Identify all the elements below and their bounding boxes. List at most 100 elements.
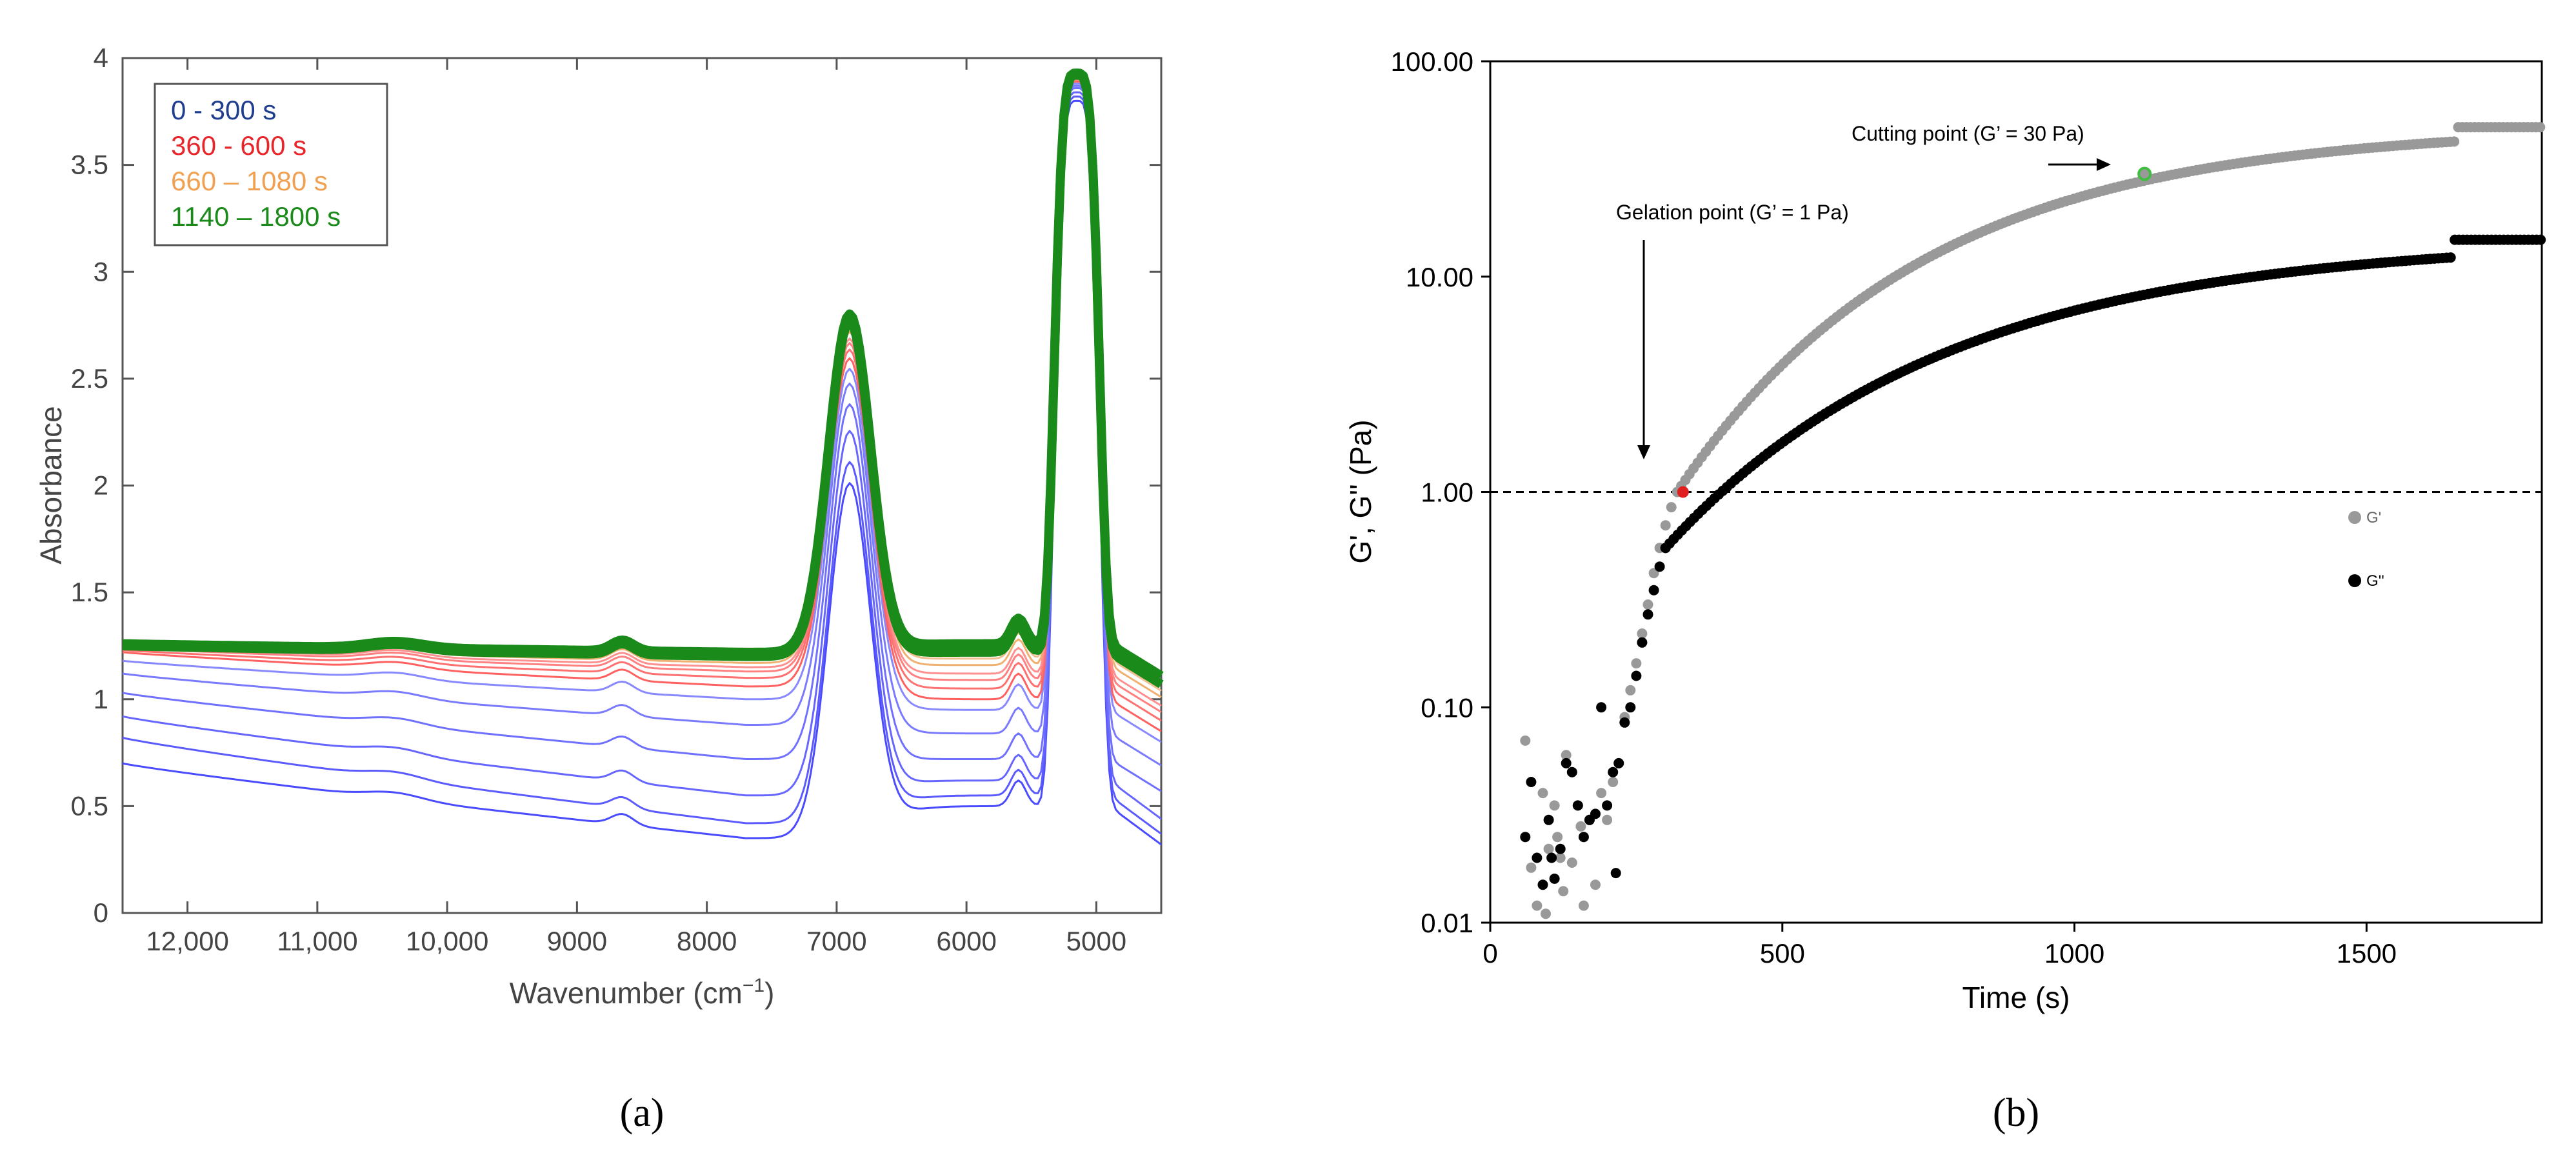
data-point-g-prime: [1558, 886, 1569, 897]
legend-label-g-double-prime: G'': [2366, 572, 2384, 590]
panel-a-x-axis-label-tail: ): [764, 976, 774, 1010]
panel-a-x-tick-label: 10,000: [406, 926, 488, 956]
data-point-g-double-prime: [1631, 670, 1642, 681]
data-point-g-prime: [1537, 788, 1548, 799]
panel-a-series-lines: [121, 68, 1164, 846]
panel-b-x-axis-label: Time (s): [1962, 981, 2070, 1014]
panel-a-tick-labels: 12,000 11,000 10,000 9000 8000 7000 6000 5000 0 0…: [71, 43, 1126, 956]
panel-a-x-tick-label: 9000: [547, 926, 607, 956]
spectrum-line-3: [122, 91, 1162, 820]
data-point-g-double-prime: [1543, 814, 1554, 825]
panel-b-y-tick-label: 1.00: [1421, 477, 1473, 508]
panel-a-x-tick-label: 12,000: [146, 926, 228, 956]
panel-a-x-tick-label: 8000: [677, 926, 737, 956]
panel-b-label: (b): [1993, 1091, 2039, 1135]
data-point-g-prime: [1631, 658, 1642, 669]
data-point-g-double-prime: [1532, 852, 1543, 863]
panel-a-y-tick-label: 4: [94, 43, 108, 73]
cutting-arrow-head: [2097, 158, 2111, 171]
data-point-g-prime: [1520, 735, 1531, 746]
data-point-g-prime: [1596, 788, 1607, 799]
panel-b-legend: G' G'': [2348, 509, 2384, 590]
panel-a-y-tick-label: 3: [94, 256, 108, 286]
panel-b-y-axis-label: G', G'' (Pa): [1344, 419, 1377, 563]
panel-a-y-tick-label: 1: [94, 684, 108, 714]
data-point-g-double-prime: [1561, 757, 1572, 768]
data-point-g-double-prime: [1549, 873, 1560, 884]
panel-b-x-tick-label: 0: [1483, 938, 1497, 968]
data-point-g-double-prime: [1572, 800, 1583, 811]
annotation-gelation-text: Gelation point (G’ = 1 Pa): [1616, 201, 1849, 224]
panel-a-legend: 0 - 300 s 360 - 600 s 660 – 1080 s 1140 …: [154, 83, 388, 246]
data-point-g-prime: [1575, 821, 1586, 832]
panel-b-y-tick-label: 0.01: [1421, 908, 1473, 938]
panel-b-y-tick-label: 100.00: [1391, 46, 1473, 77]
data-point-g-prime: [2535, 122, 2546, 133]
data-point-g-prime: [1532, 900, 1543, 911]
data-point-g-double-prime: [1590, 808, 1601, 819]
panel-a-ticks: [123, 57, 1161, 914]
data-point-g-double-prime: [2445, 252, 2456, 263]
panel-a-x-axis-label-superscript: −1: [743, 975, 764, 996]
data-point-g-double-prime: [1625, 702, 1636, 713]
cutting-point-marker: [2137, 166, 2152, 181]
data-point-g-double-prime: [1642, 609, 1653, 620]
data-point-g-prime: [1666, 502, 1677, 513]
panel-a-y-tick-label: 0.5: [71, 790, 108, 821]
data-point-g-prime: [1637, 628, 1648, 639]
legend-entry-660-1080s: 660 – 1080 s: [171, 166, 328, 196]
panel-a-y-axis-label: Absorbance: [34, 406, 68, 565]
data-point-g-prime: [1555, 852, 1566, 863]
data-point-g-double-prime: [1619, 717, 1630, 728]
panel-a-y-tick-label: 2: [94, 470, 108, 501]
data-point-g-double-prime: [1526, 777, 1537, 787]
data-point-g-double-prime: [1637, 637, 1648, 648]
data-point-g-prime: [1642, 599, 1653, 610]
data-point-g-double-prime: [1596, 702, 1607, 713]
panel-a-x-tick-label: 11,000: [277, 926, 357, 956]
gelation-point-marker: [1677, 486, 1689, 498]
panel-a-x-axis-label-main: Wavenumber (cm: [510, 976, 743, 1010]
panel-a-y-tick-label: 0: [94, 897, 108, 928]
panel-b-y-tick-label: 10.00: [1406, 262, 1473, 292]
data-point-g-prime: [1561, 750, 1572, 761]
spectrum-line-5: [122, 85, 1162, 767]
spectrum-line-8: [122, 78, 1162, 722]
spectrum-line-4: [122, 86, 1162, 792]
data-point-g-double-prime: [1566, 767, 1577, 777]
panel-b-x-tick-label: 1500: [2337, 938, 2397, 968]
data-point-g-prime: [1578, 900, 1589, 911]
panel-a-x-tick-label: 6000: [936, 926, 996, 956]
data-point-g-prime: [1526, 862, 1537, 873]
panel-a-y-tick-label: 2.5: [71, 363, 108, 394]
spectrum-line-1: [122, 99, 1162, 846]
data-point-g-double-prime: [1610, 868, 1621, 879]
data-point-g-prime: [1566, 857, 1577, 868]
data-point-g-prime: [1602, 814, 1613, 825]
panel-b-y-tick-label: 0.10: [1421, 692, 1473, 723]
data-point-g-double-prime: [1555, 843, 1566, 854]
data-point-g-double-prime: [1613, 757, 1624, 768]
data-point-g-double-prime: [1608, 767, 1619, 777]
data-point-g-double-prime: [1546, 852, 1557, 863]
panel-a-x-tick-label: 5000: [1066, 926, 1126, 956]
data-point-g-double-prime: [1578, 832, 1589, 843]
data-point-g-double-prime: [1537, 879, 1548, 890]
annotation-gelation-point: Gelation point (G’ = 1 Pa): [1616, 201, 1849, 459]
legend-entry-0-300s: 0 - 300 s: [171, 95, 276, 125]
data-point-g-double-prime: [2535, 234, 2546, 245]
panel-b-data-points: [1520, 122, 2546, 919]
legend-marker-g-double-prime: [2348, 574, 2361, 587]
legend-label-g-prime: G': [2366, 509, 2381, 526]
panel-a-label: (a): [620, 1091, 664, 1135]
gelation-arrow-head: [1637, 445, 1650, 459]
data-point-g-double-prime: [1602, 800, 1613, 811]
annotation-cutting-text: Cutting point (G’ = 30 Pa): [1852, 122, 2084, 145]
data-point-g-prime: [1552, 832, 1563, 843]
spectrum-line-9: [122, 78, 1162, 713]
spectrum-line-14: [121, 68, 1164, 680]
spectrum-line-6: [122, 83, 1162, 743]
panel-a-y-tick-label: 1.5: [71, 577, 108, 607]
